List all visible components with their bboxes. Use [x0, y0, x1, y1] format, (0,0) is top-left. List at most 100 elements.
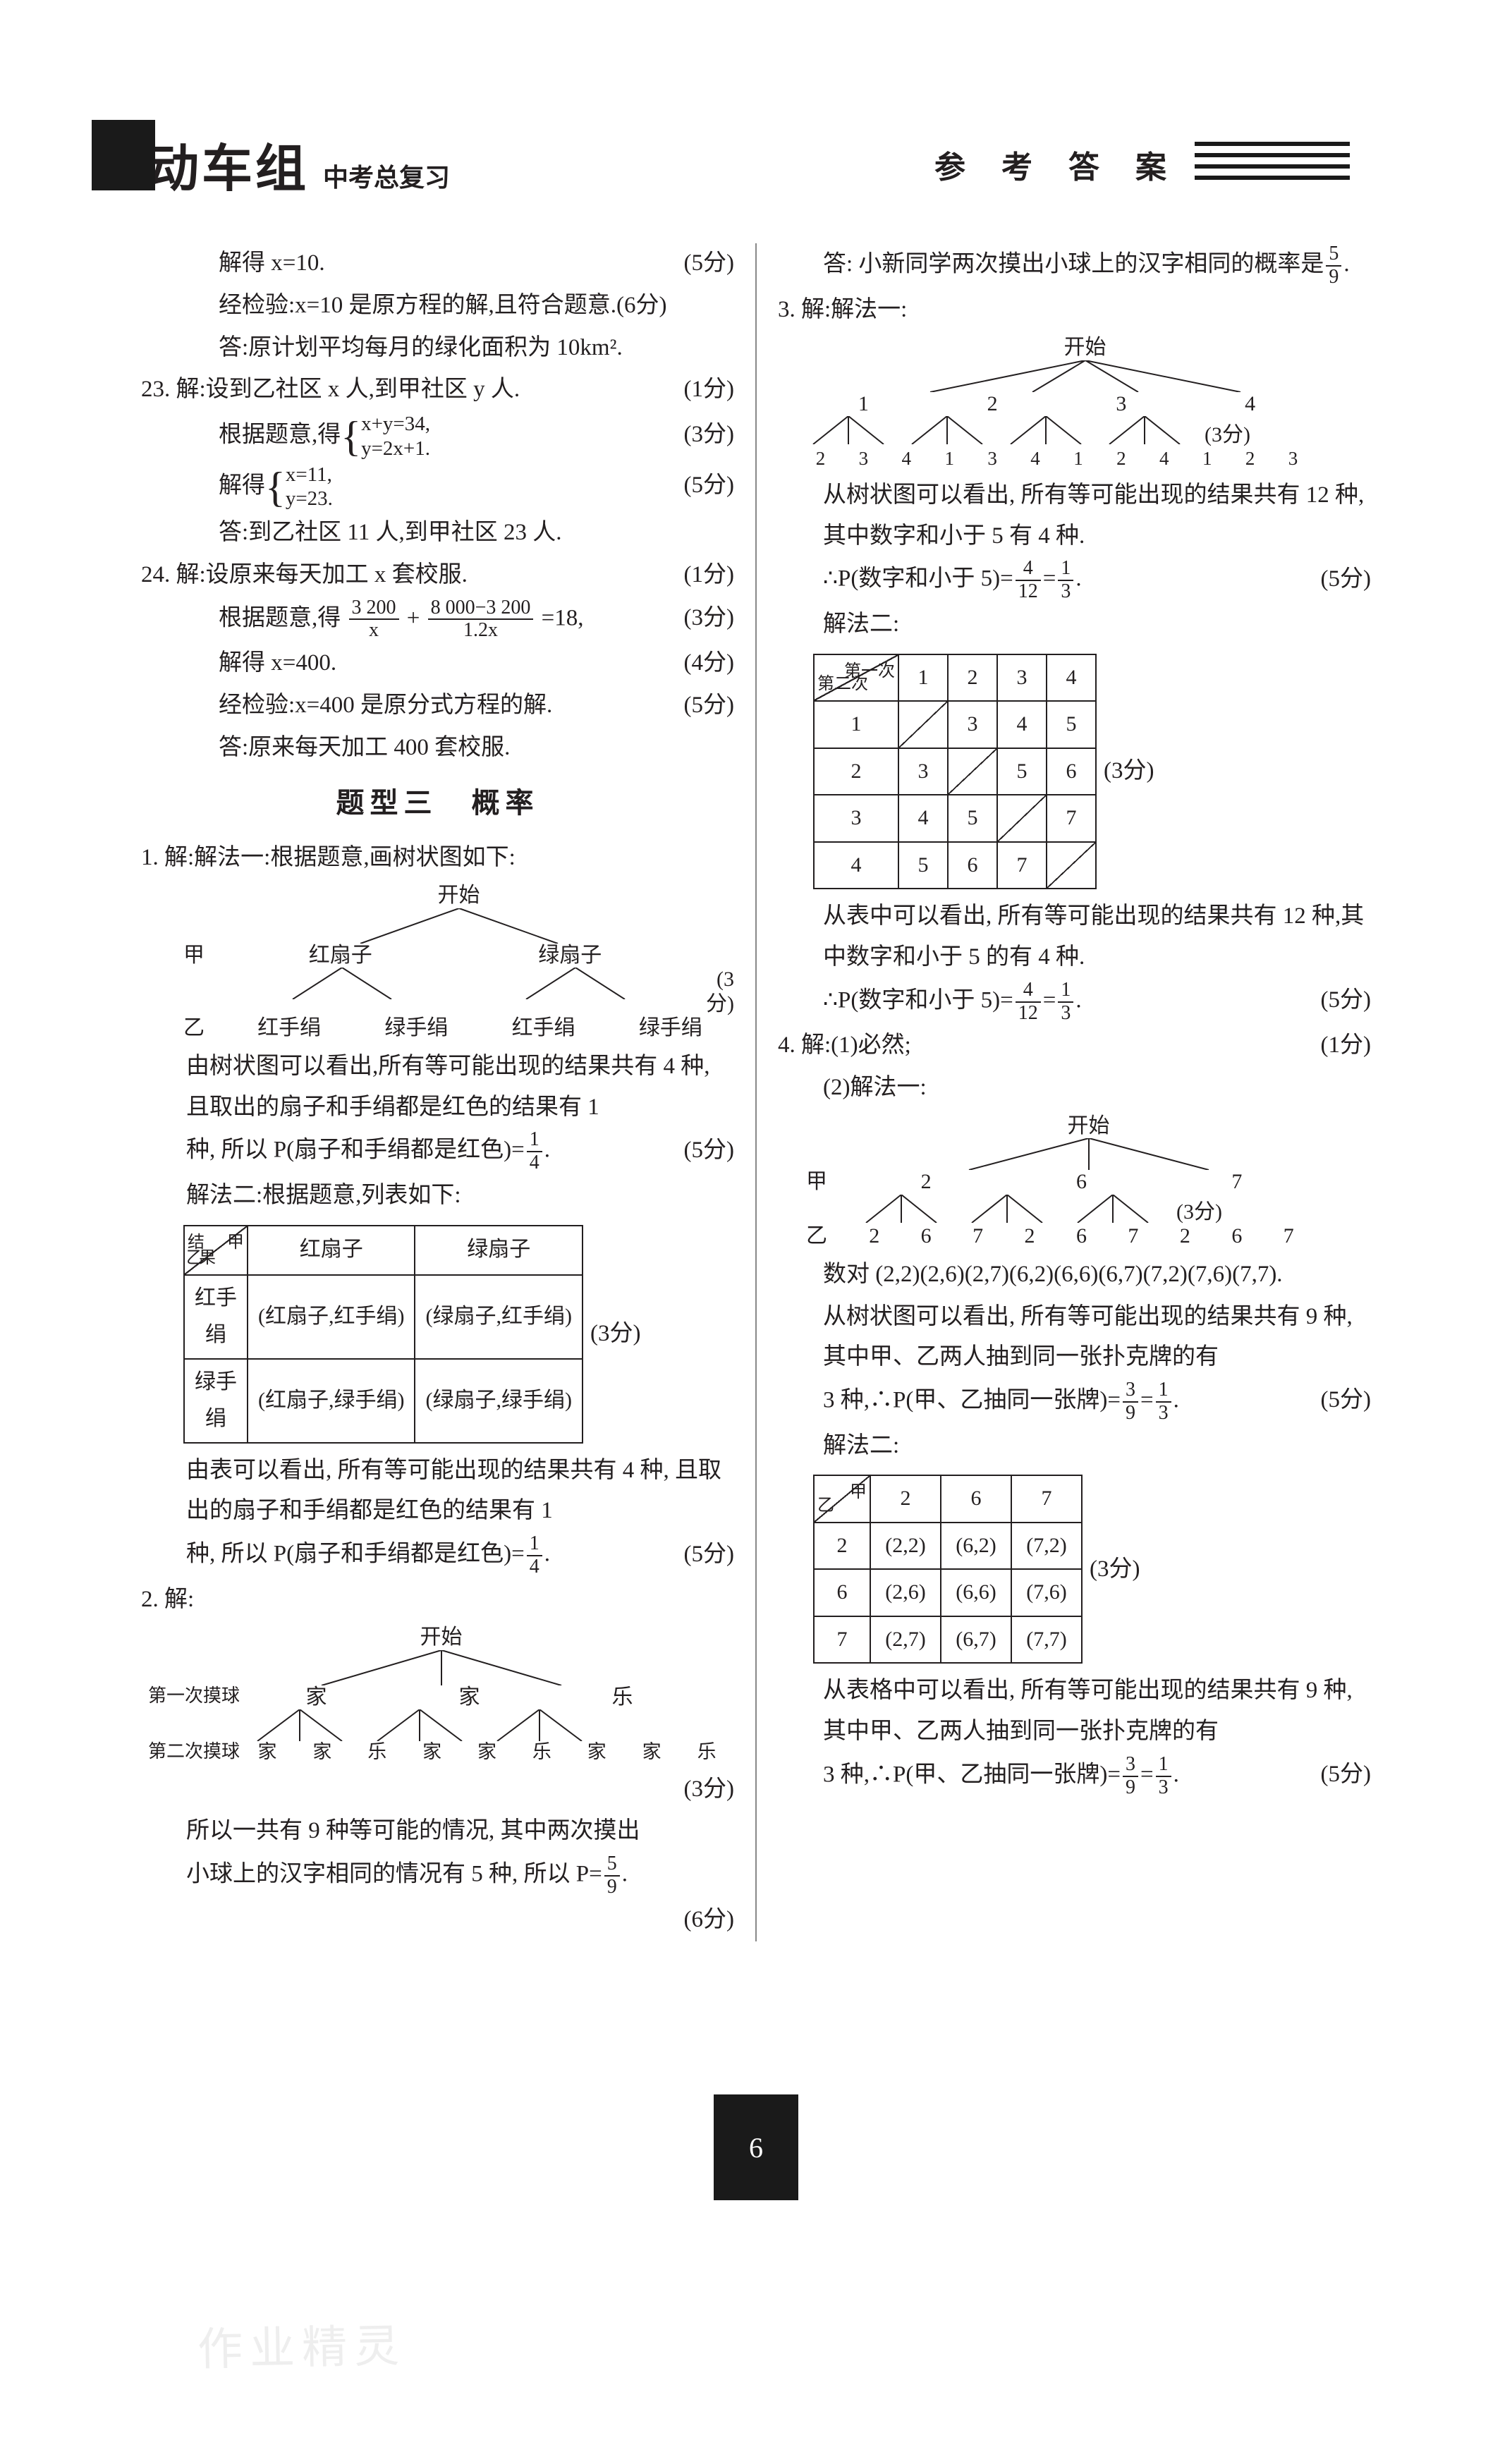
tree-leaf: 乐: [679, 1741, 734, 1763]
cell: 2: [948, 654, 997, 702]
score: (3分): [678, 415, 734, 456]
text: 3 种,∴P(甲、乙抽同一张牌)=: [823, 1387, 1121, 1413]
score: (3分): [1090, 1549, 1140, 1590]
page-container: 动车组 中考总复习 参 考 答 案 解得 x=10.(5分) 经检验:x=10 …: [0, 0, 1512, 2040]
frac-d: 12: [1016, 581, 1041, 603]
text: =: [1043, 566, 1056, 592]
page-header: 动车组 中考总复习 参 考 答 案: [141, 127, 1371, 201]
tree-leaf: 7: [1107, 1224, 1159, 1249]
tree-leaf: 家: [569, 1741, 624, 1763]
p2-line: 2. 解:: [141, 1580, 734, 1621]
tree-leaf: 7: [1263, 1224, 1315, 1249]
p1f: 种, 所以 P(扇子和手绢都是红色)=14.: [186, 1533, 678, 1578]
cell: 1: [898, 654, 948, 702]
text: 根据题意,得: [219, 422, 341, 447]
frac-n: 1: [1058, 980, 1073, 1003]
cell: 2: [814, 748, 898, 795]
tree-node: 乐: [546, 1685, 699, 1710]
text: =: [1140, 1762, 1154, 1787]
p1c: 种, 所以 P(扇子和手绢都是红色)=14.: [186, 1129, 678, 1174]
cell: 4: [898, 795, 948, 842]
cell: 5: [1047, 701, 1096, 748]
table-3: 乙 甲 2 6 7 2(2,2)(6,2)(7,2) 6(2,6)(6,6)(7…: [813, 1475, 1083, 1664]
cell: 3: [898, 748, 948, 795]
score: (3分): [678, 598, 734, 639]
score: (3分): [590, 1314, 640, 1355]
cell: 绿手绢: [184, 1359, 248, 1443]
text: 种, 所以 P(扇子和手绢都是红色)=: [186, 1137, 525, 1163]
text: .: [1075, 566, 1081, 592]
cell: (2,6): [870, 1569, 941, 1616]
text: 从表格中可以看出, 所有等可能出现的结果共有 9 种,其中甲、乙两人抽到同一张扑…: [823, 1671, 1371, 1752]
text: ∴P(数字和小于 5)=: [823, 566, 1013, 592]
score: (5分): [678, 1130, 734, 1171]
text: 答:原来每天加工 400 套校服.: [219, 728, 734, 769]
right-column: 答: 小新同学两次摸出小球上的汉字相同的概率是59. 3. 解:解法一: 开始 …: [778, 243, 1371, 1941]
score: (3分): [1104, 751, 1154, 792]
q23-line: 23. 解:设到乙社区 x 人,到甲社区 y 人.: [141, 370, 678, 410]
tree-leaf: 2: [848, 1224, 900, 1249]
tree-leaf: 1: [1185, 448, 1228, 470]
text: 数对 (2,2)(2,6)(2,7)(6,2)(6,6)(6,7)(7,2)(7…: [823, 1255, 1371, 1295]
tree-leaf: 乐: [350, 1741, 405, 1763]
cell: 红手绢: [184, 1275, 248, 1359]
tree-leaf: 3: [842, 448, 885, 470]
frac-d: 4: [527, 1556, 542, 1578]
cell: (绿扇子,绿手绢): [415, 1359, 582, 1443]
cell: 乙: [817, 1491, 834, 1520]
content-columns: 解得 x=10.(5分) 经检验:x=10 是原方程的解,且符合题意.(6分) …: [141, 243, 1371, 1941]
text: 答: 小新同学两次摸出小球上的汉字相同的概率是: [823, 251, 1324, 276]
tree-leaf: 家: [405, 1741, 460, 1763]
score: (1分): [678, 370, 734, 410]
tree-leaf: 2: [1099, 448, 1142, 470]
tree-leaf: 家: [460, 1741, 515, 1763]
frac-d: 9: [1123, 1403, 1138, 1425]
score: (1分): [678, 555, 734, 596]
header-right: 参 考 答 案: [934, 142, 1364, 187]
tree-node: 家: [393, 1685, 546, 1710]
tree-diagram-4: 开始 甲 2 6 7 (3分) 乙 267: [806, 1114, 1371, 1249]
tree-leaf: 红手绢: [480, 1016, 607, 1041]
text: .: [544, 1137, 550, 1163]
q24-line: 24. 解:设原来每天加工 x 套校服.: [141, 555, 678, 596]
frac-n: 3: [1123, 1754, 1138, 1777]
tree-leaf: 1: [1057, 448, 1100, 470]
tree-node: 2: [928, 392, 1057, 417]
cell: 第一次: [844, 657, 895, 686]
cell: 4: [997, 701, 1047, 748]
cell: 7: [814, 1616, 870, 1664]
text: 解法二:根据题意,列表如下:: [186, 1176, 734, 1216]
frac-d: 3: [1156, 1777, 1171, 1799]
cell: (绿扇子,红手绢): [415, 1275, 582, 1359]
p1-line: 1. 解:解法一:根据题意,画树状图如下:: [141, 838, 734, 879]
tree-leaf: 家: [624, 1741, 679, 1763]
text: 解得 x=400.: [219, 643, 678, 684]
tree-label: 第二次摸球: [148, 1741, 240, 1763]
score: (5分): [1315, 1755, 1371, 1795]
score: (5分): [678, 243, 734, 284]
cell: (7,6): [1011, 1569, 1082, 1616]
tree-node: 3: [1057, 392, 1186, 417]
text: .: [1075, 987, 1081, 1013]
text: 从树状图可以看出, 所有等可能出现的结果共有 12 种,其中数字和小于 5 有 …: [823, 475, 1371, 557]
tree-leaf: 6: [1211, 1224, 1262, 1249]
text: 答:原计划平均每月的绿化面积为 10km².: [219, 328, 734, 369]
tree-label: 乙: [806, 1224, 848, 1249]
tree-start: 开始: [183, 884, 734, 908]
text: 解法二:: [823, 604, 1371, 645]
header-left: 动车组 中考总复习: [148, 127, 450, 201]
score: (5分): [678, 1535, 734, 1575]
p4-line: 4. 解:(1)必然;: [778, 1025, 1315, 1066]
q23-eq: 根据题意,得{x+y=34,y=2x+1.: [219, 412, 678, 461]
text: .: [1343, 251, 1349, 276]
table-1: 结 甲 果 乙 红扇子 绿扇子 红手绢(红扇子,红手绢)(绿扇子,红手绢) 绿手…: [183, 1225, 583, 1444]
frac-n: 4: [1016, 558, 1041, 581]
frac-d: 3: [1058, 1003, 1073, 1025]
tree-leaf: 家: [295, 1741, 350, 1763]
text: 由表可以看出, 所有等可能出现的结果共有 4 种, 且取出的扇子和手绢都是红色的…: [186, 1451, 734, 1532]
tree-node: 7: [1159, 1170, 1315, 1195]
cell: (2,2): [870, 1523, 941, 1570]
score: (5分): [678, 685, 734, 726]
frac-n: 5: [1326, 243, 1341, 267]
cell: 红扇子: [248, 1226, 415, 1275]
